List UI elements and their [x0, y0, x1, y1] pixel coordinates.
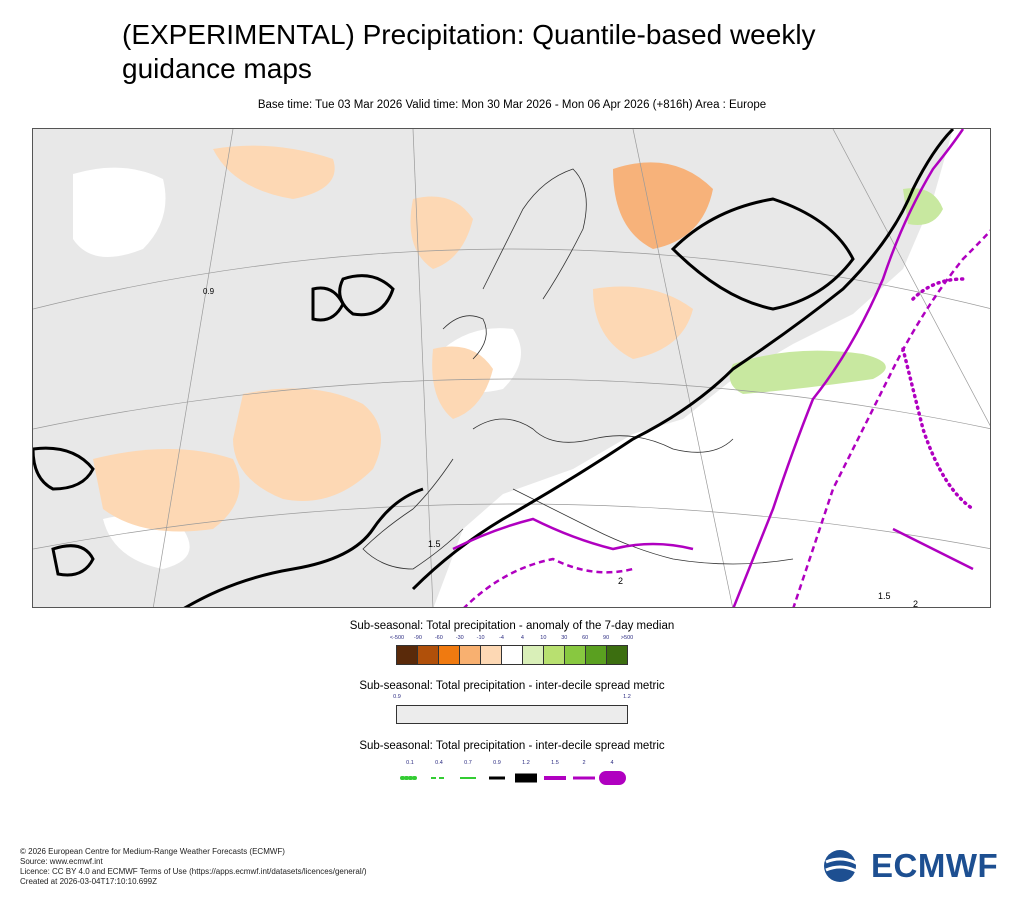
- legend-lines-tick: 1.5: [551, 760, 559, 766]
- legend-lines-samples: [400, 771, 626, 785]
- dry-anomaly-russia: [613, 162, 713, 249]
- legend-lines-tick: 0.7: [464, 760, 472, 766]
- legend-spread-title: Sub-seasonal: Total precipitation - inte…: [359, 680, 665, 692]
- contour-1-5-east: [732, 129, 965, 607]
- legend-anomaly-tick: -30: [455, 635, 464, 641]
- contour-label-2-east: 2: [913, 599, 918, 608]
- legend-lines-title: Sub-seasonal: Total precipitation - inte…: [359, 740, 665, 752]
- contour-0-9-south: [183, 487, 424, 607]
- page-title: (EXPERIMENTAL) Precipitation: Quantile-b…: [122, 18, 882, 86]
- map-canvas: 1.5 2 1.5 2 0.9: [33, 129, 990, 608]
- dry-anomaly-iberia: [233, 388, 381, 501]
- legend-anomaly-tick: 10: [540, 635, 547, 641]
- legend-anomaly-swatch: [460, 646, 481, 664]
- legend-anomaly-tick: -4: [499, 635, 504, 641]
- footer-licence: Licence: CC BY 4.0 and ECMWF Terms of Us…: [20, 867, 367, 876]
- contour-label-2: 2: [618, 576, 623, 586]
- footer-source: Source: www.ecmwf.int: [20, 857, 103, 866]
- legend-anomaly-swatch: [481, 646, 502, 664]
- dry-anomaly-west-europe: [432, 346, 493, 419]
- ecmwf-logo-text: ECMWF: [871, 847, 999, 884]
- contour-2-east: [792, 229, 990, 607]
- footer-credits: © 2026 European Centre for Medium-Range …: [20, 847, 367, 887]
- legend-anomaly-tick: -10: [476, 635, 485, 641]
- ecmwf-logo-icon: [824, 850, 868, 882]
- dry-anomaly-atlantic: [93, 449, 240, 532]
- legend-anomaly-tick: 4: [520, 635, 524, 641]
- title-line-1: (EXPERIMENTAL) Precipitation: Quantile-b…: [122, 19, 816, 50]
- legend-anomaly-swatch: [502, 646, 523, 664]
- wet-anomaly-urals: [903, 188, 943, 225]
- footer-created: Created at 2026-03-04T17:10:10.699Z: [20, 877, 157, 886]
- legend-spread-bar: [396, 705, 628, 724]
- legend-anomaly-colorbar: [396, 645, 628, 665]
- title-line-2: guidance maps: [122, 53, 312, 84]
- legend-anomaly-swatch: [607, 646, 627, 664]
- legend-anomaly-tick: -90: [413, 635, 422, 641]
- legend-anomaly-title: Sub-seasonal: Total precipitation - anom…: [349, 620, 675, 632]
- contour-0-9-east: [411, 129, 955, 591]
- legend-lines-tick: 4: [610, 760, 614, 766]
- legend-anomaly-tick: 30: [561, 635, 568, 641]
- legend-anomaly-swatch: [523, 646, 544, 664]
- dry-anomaly-eastern-europe: [593, 286, 693, 359]
- map-subtitle: Base time: Tue 03 Mar 2026 Valid time: M…: [257, 99, 767, 111]
- legend-lines-tick: 0.4: [435, 760, 443, 766]
- legend-spread-tick-min: 0.9: [393, 694, 401, 700]
- low-spread-region-atlantic: [73, 167, 166, 257]
- ecmwf-logo: ECMWF: [822, 847, 1007, 884]
- footer-copyright: © 2026 European Centre for Medium-Range …: [20, 847, 285, 856]
- legend-anomaly-swatch: [544, 646, 565, 664]
- legend-lines-tick: 0.1: [406, 760, 414, 766]
- contour-label-1-5-east: 1.5: [878, 591, 891, 601]
- legend-lines-tick: 0.9: [493, 760, 501, 766]
- low-spread-region-east: [433, 129, 990, 607]
- dry-anomaly-north: [213, 145, 335, 199]
- legend-anomaly-tick: 90: [603, 635, 610, 641]
- legend-anomaly-swatch: [418, 646, 439, 664]
- contour-label-1-5: 1.5: [428, 539, 441, 549]
- legend-anomaly-swatch: [565, 646, 586, 664]
- legend-lines-tick: 1.2: [522, 760, 530, 766]
- legend-anomaly-swatch: [397, 646, 418, 664]
- precipitation-map: 1.5 2 1.5 2 0.9: [32, 128, 991, 608]
- legend-anomaly-swatch: [439, 646, 460, 664]
- legend-lines-tick: 2: [582, 760, 586, 766]
- line-sample-4: [599, 771, 626, 785]
- legend-anomaly-tick: <-500: [389, 635, 405, 641]
- contour-4-east: [901, 347, 975, 511]
- contour-label-0-9: 0.9: [203, 287, 215, 296]
- legend-anomaly-tick: >500: [620, 635, 634, 641]
- legend-anomaly-tick: 60: [582, 635, 589, 641]
- legend-spread-tick-max: 1.2: [623, 694, 631, 700]
- legend-anomaly-swatch: [586, 646, 607, 664]
- wet-anomaly-caucasus: [729, 350, 886, 394]
- legend-anomaly-tick: -60: [434, 635, 443, 641]
